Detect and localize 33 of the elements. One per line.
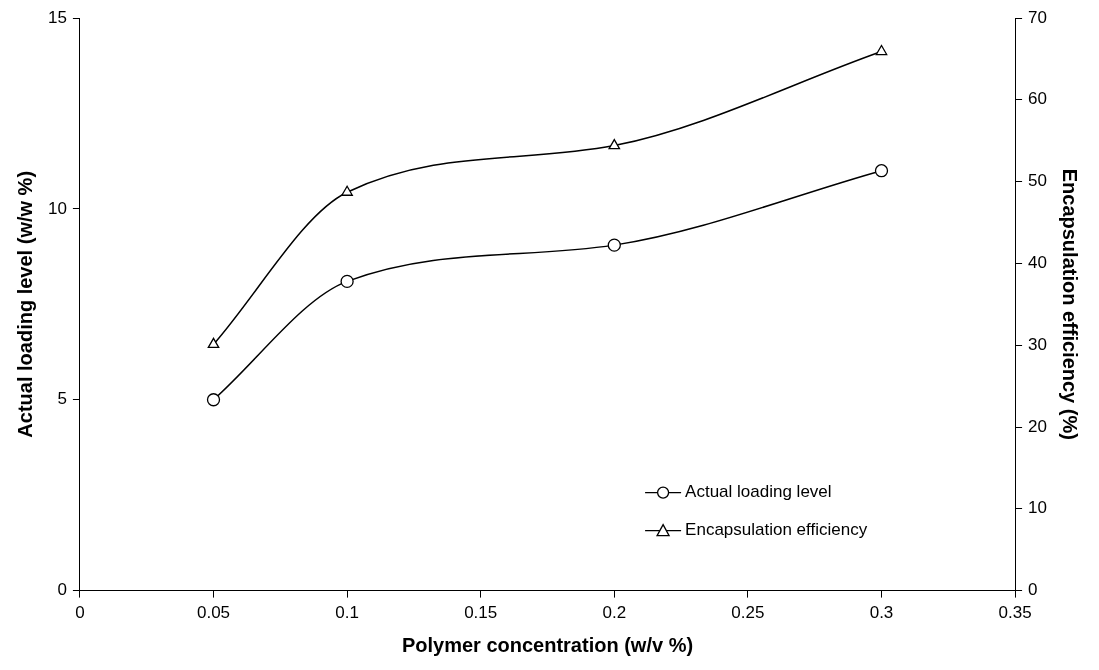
- point: [875, 44, 888, 56]
- x-tick-label: 0.15: [464, 603, 498, 623]
- y2-tick-label: 50: [1028, 171, 1048, 191]
- y-tick-label: 10: [47, 198, 67, 218]
- y2-tick-label: 20: [1028, 416, 1048, 436]
- x-tick-label: 0.25: [731, 603, 765, 623]
- x-tick-label: 0: [75, 603, 85, 623]
- point: [207, 337, 220, 349]
- point: [874, 164, 889, 178]
- y2-tick-label: 70: [1028, 7, 1048, 27]
- legend-label: Encapsulation efficiency: [685, 520, 868, 540]
- y2-tick-label: 40: [1028, 253, 1048, 273]
- y2-tick-label: 0: [1028, 580, 1038, 600]
- y-tick-label: 5: [57, 389, 67, 409]
- y-tick-label: 0: [57, 580, 67, 600]
- x-tick-label: 0.3: [869, 603, 894, 623]
- x-tick-label: 0.2: [602, 603, 627, 623]
- y2-tick-label: 10: [1028, 498, 1048, 518]
- y2-tick-label: 30: [1028, 334, 1048, 354]
- x-tick-label: 0.1: [335, 603, 359, 623]
- x-axis-title: Polymer concentration (w/v %): [401, 633, 694, 656]
- y-tick-label: 15: [47, 7, 67, 27]
- point: [608, 138, 621, 150]
- y2-tick-label: 60: [1028, 89, 1048, 109]
- point: [341, 185, 353, 196]
- point: [340, 274, 354, 289]
- y2-axis-title: Encapsulation efficiency (%): [1059, 168, 1082, 440]
- x-tick-label: 0.35: [998, 603, 1032, 623]
- y-axis-title: Actual loading level (w/w %): [13, 170, 36, 438]
- legend-label: Actual loading level: [685, 482, 832, 502]
- point: [607, 238, 621, 252]
- x-tick-label: 0.05: [196, 603, 231, 623]
- point: [206, 393, 221, 407]
